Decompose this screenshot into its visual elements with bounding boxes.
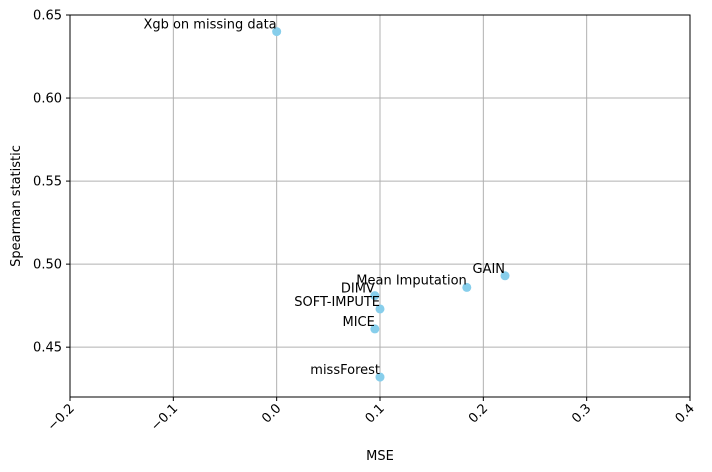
data-point: [500, 271, 510, 281]
x-tick-label: 0.4: [673, 401, 698, 426]
data-points: [272, 27, 510, 382]
x-tick-label: 0.1: [363, 401, 388, 426]
y-tick-label: 0.50: [33, 258, 62, 273]
data-point: [370, 324, 380, 334]
data-point: [272, 27, 282, 37]
data-point: [375, 304, 385, 314]
y-tick-label: 0.55: [33, 175, 62, 190]
point-label: missForest: [310, 363, 380, 378]
point-label: DIMV: [341, 282, 375, 297]
point-labels: Xgb on missing data GAIN Mean ImputationDI…: [143, 18, 505, 378]
x-tick-label: −0.2: [45, 401, 78, 434]
y-tick-label: 0.45: [33, 341, 62, 356]
y-axis: 0.45 0.50 0.55 0.60 0.65: [33, 9, 70, 356]
x-tick-label: −0.1: [148, 401, 181, 434]
point-label: Mean Imputation: [356, 273, 467, 288]
y-tick-label: 0.60: [33, 92, 62, 107]
data-point: [462, 282, 472, 292]
data-point: [375, 372, 385, 382]
x-tick-label: 0.3: [569, 401, 594, 426]
point-label: Xgb on missing data: [143, 18, 276, 33]
y-axis-label: Spearman statistic: [9, 145, 24, 267]
point-label: SOFT-IMPUTE: [294, 295, 380, 310]
grid: [69, 14, 691, 397]
x-tick-label: 0.0: [259, 401, 284, 426]
point-label: GAIN: [473, 262, 506, 277]
data-point: [370, 291, 380, 301]
x-axis: −0.2 −0.1 0.0 0.1 0.2 0.3 0.4: [45, 397, 698, 434]
point-label: MICE: [342, 315, 374, 330]
x-tick-label: 0.2: [466, 401, 491, 426]
y-tick-label: 0.65: [33, 9, 62, 24]
x-axis-label: MSE: [366, 449, 394, 464]
